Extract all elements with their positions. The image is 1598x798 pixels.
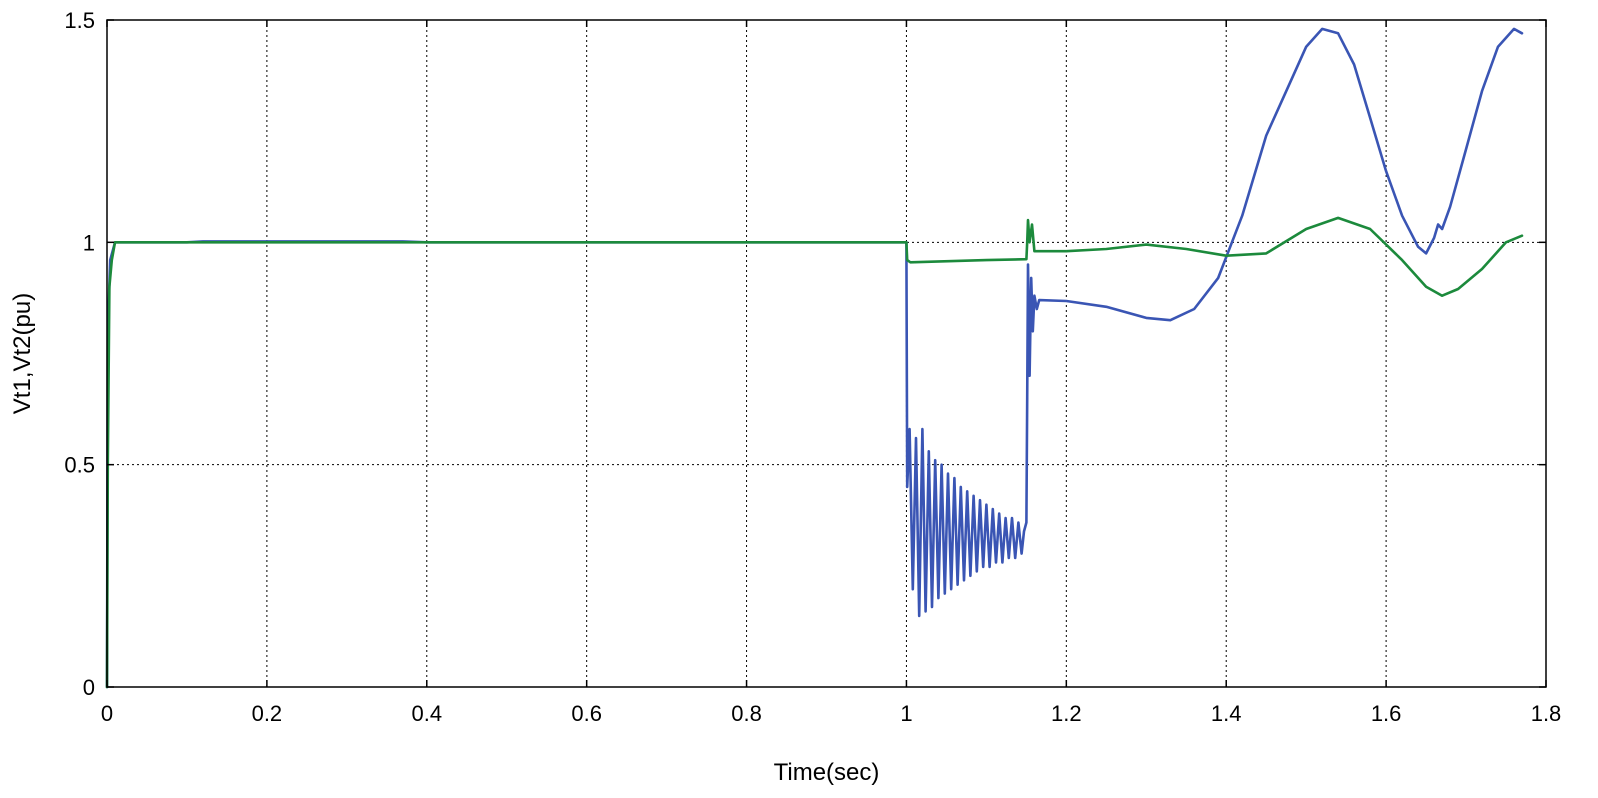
grid-lines	[107, 20, 1546, 687]
x-tick-label: 0	[101, 701, 113, 726]
y-axis-label: Vt1,Vt2(pu)	[9, 293, 36, 414]
plot-frame	[106, 19, 1547, 688]
x-tick-label: 0.8	[731, 701, 762, 726]
x-tick-label: 1.4	[1211, 701, 1242, 726]
y-tick-label: 0.5	[64, 453, 95, 478]
x-tick-label: 0.2	[252, 701, 283, 726]
series-layer	[105, 27, 1524, 689]
series-line-1	[105, 27, 1524, 689]
y-tick-label: 1	[83, 230, 95, 255]
x-tick-label: 0.6	[571, 701, 602, 726]
x-axis-label: Time(sec)	[774, 759, 880, 786]
y-tick-label: 1.5	[64, 8, 95, 33]
x-tick-label: 1.8	[1531, 701, 1562, 726]
axis-ticks: 0 0.2 0.4 0.6 0.8 1 1.2 1.4 1.6 1.8 0 0.5 1 1.5	[64, 8, 1561, 726]
x-tick-label: 1	[900, 701, 912, 726]
x-tick-label: 0.4	[411, 701, 442, 726]
series-line-2	[105, 216, 1524, 689]
x-tick-label: 1.2	[1051, 701, 1082, 726]
y-tick-label: 0	[83, 675, 95, 700]
x-tick-label: 1.6	[1371, 701, 1402, 726]
